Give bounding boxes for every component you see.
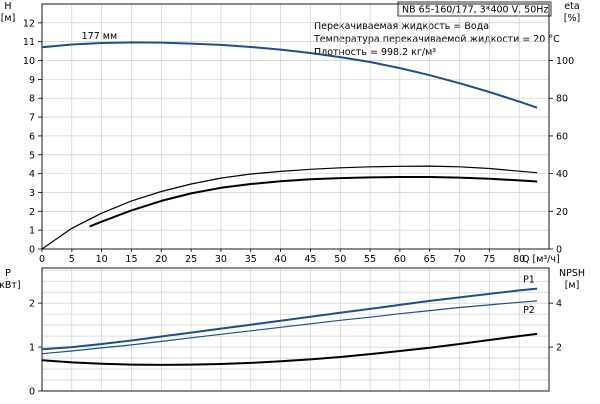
y-left-tick-label: 5	[29, 150, 35, 161]
y-left-tick-label: 0	[29, 387, 35, 398]
x-tick-label: 55	[364, 254, 376, 265]
x-tick-label: 50	[334, 254, 346, 265]
y-left-tick-label: 6	[29, 131, 35, 142]
plot-frame-bottom	[41, 267, 550, 392]
x-tick-label: 70	[453, 254, 465, 265]
y-left-tick-label: 4	[29, 169, 35, 180]
x-tick-label: 60	[394, 254, 406, 265]
info-line-fluid: Перекачиваемая жидкость = Вода	[314, 21, 489, 32]
grid-bottom	[42, 268, 549, 391]
x-tick-label: 0	[39, 254, 45, 265]
y-right-tick-label: 4	[556, 299, 562, 310]
y-left-tick-label: 3	[29, 188, 35, 199]
y-left-tick-label: 2	[29, 207, 35, 218]
series-line-top-3	[89, 176, 538, 228]
y-right-tick-label: 20	[556, 207, 568, 218]
y-right-tick-label: 100	[556, 56, 574, 67]
y-right-tick-label: 80	[556, 94, 568, 105]
plot-frame-top	[41, 3, 550, 250]
series-line-bottom-3	[41, 332, 538, 366]
y-left-tick-label: 7	[29, 113, 35, 124]
title-box-text: NB 65-160/177, 3*400 V, 50Hz	[402, 5, 548, 16]
y-left-axis-label: P	[5, 268, 11, 279]
title-box: NB 65-160/177, 3*400 V, 50Hz	[397, 1, 552, 17]
y-right-tick-label: 0	[556, 245, 562, 256]
chart-panel-bottom: 0 1 2 2 4 P[кВт] NPSH[м] P1 P2	[0, 267, 585, 398]
series-line-bottom-1	[41, 287, 538, 351]
y-left-tick-label: 1	[29, 226, 35, 237]
x-tick-label: 75	[483, 254, 495, 265]
title-box-frame	[397, 1, 552, 17]
x-tick-label: 5	[69, 254, 75, 265]
y-left-axis-unit: [кВт]	[0, 280, 21, 291]
x-tick-label: 25	[185, 254, 197, 265]
y-left-tick-label: 10	[23, 56, 35, 67]
info-line-temperature: Температура перекачиваемой жидкости = 20…	[313, 34, 560, 45]
info-line-density: Плотность = 998.2 кг/м³	[314, 47, 436, 58]
x-tick-label: 15	[125, 254, 137, 265]
y-right-tick-label: 40	[556, 169, 568, 180]
x-tick-label: 80	[513, 254, 525, 265]
x-axis-label: Q [м³/ч]	[522, 254, 560, 265]
y-right-axis-label: eta	[564, 1, 579, 12]
y-right-axis-unit: [м]	[565, 280, 580, 291]
x-tick-label: 20	[155, 254, 167, 265]
x-tick-label: 45	[304, 254, 316, 265]
series-line-top-1	[41, 41, 538, 109]
y-left-axis-label: H	[4, 1, 11, 12]
y-left-tick-label: 9	[29, 75, 35, 86]
series-label-bottom-1: P1	[523, 275, 535, 286]
grid-top	[42, 4, 549, 249]
y-right-axis-unit: [%]	[564, 13, 580, 24]
info-lines: Перекачиваемая жидкость = Вода Температу…	[313, 21, 560, 58]
x-tick-label: 35	[245, 254, 257, 265]
y-left-tick-label: 12	[23, 18, 35, 29]
x-tick-label: 10	[96, 254, 108, 265]
series-label-bottom-2: P2	[523, 305, 535, 316]
x-tick-label: 30	[215, 254, 227, 265]
y-left-tick-label: 11	[23, 37, 35, 48]
y-left-tick-label: 1	[29, 343, 35, 354]
y-right-tick-label: 2	[556, 343, 562, 354]
y-left-axis-unit: [м]	[1, 13, 16, 24]
series-label-top-1: 177 мм	[82, 31, 118, 42]
series-line-top-2	[41, 165, 538, 250]
y-left-tick-label: 2	[29, 299, 35, 310]
x-tick-label: 40	[275, 254, 287, 265]
y-right-axis-label: NPSH	[559, 268, 585, 279]
y-right-tick-label: 60	[556, 131, 568, 142]
x-tick-label: 65	[424, 254, 436, 265]
series-line-bottom-2	[41, 300, 538, 355]
y-left-tick-label: 8	[29, 94, 35, 105]
y-left-tick-label: 0	[29, 245, 35, 256]
